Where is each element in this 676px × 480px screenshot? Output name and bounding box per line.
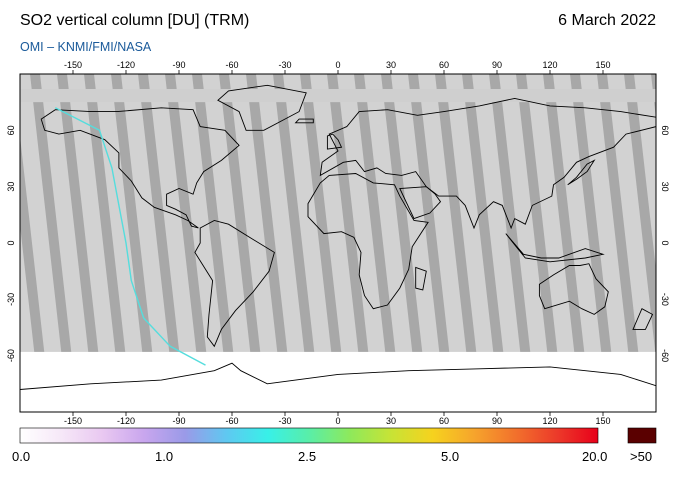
lon-label-top: 120 — [542, 60, 557, 70]
lat-label-right: -60 — [660, 349, 670, 362]
lon-label-bottom: -150 — [64, 416, 82, 426]
colorbar-label-0: 0.0 — [12, 449, 31, 464]
coastline-japan — [567, 159, 596, 186]
coastline-iceland — [294, 118, 314, 124]
orbit-swath — [121, 74, 176, 412]
orbit-swath — [229, 74, 284, 412]
lat-label-left: 60 — [6, 125, 16, 135]
lat-label-left: -30 — [6, 293, 16, 306]
continents — [20, 84, 656, 412]
lon-label-top: -150 — [64, 60, 82, 70]
lat-label-left: 30 — [6, 182, 16, 192]
coastline-arabia — [399, 186, 442, 220]
map-date: 6 March 2022 — [558, 12, 656, 29]
map-title: SO2 vertical column [DU] (TRM) — [20, 12, 250, 29]
lon-label-bottom: -90 — [172, 416, 185, 426]
coastline-antarctica — [20, 362, 656, 412]
lon-label-bottom: 150 — [595, 416, 610, 426]
colorbar — [19, 427, 657, 444]
coastline-europe-asia — [319, 97, 656, 230]
lon-label-bottom: 60 — [439, 416, 449, 426]
orbit-swath — [337, 74, 392, 412]
orbit-swath — [445, 74, 500, 412]
orbit-swath — [94, 74, 149, 412]
coastline-new-zealand — [632, 308, 654, 330]
coastline-madagascar — [415, 266, 427, 291]
coastline-indonesia — [505, 233, 605, 263]
coastline-south-america — [194, 220, 275, 348]
colorbar-label-2: 2.5 — [298, 449, 317, 464]
orbit-swath — [40, 74, 95, 412]
colorbar-label-4: 20.0 — [582, 449, 608, 464]
orbit-swath — [202, 74, 257, 412]
orbit-swath — [364, 74, 419, 412]
orbit-swath — [580, 74, 635, 412]
orbit-swath — [499, 74, 554, 412]
orbit-swath — [20, 74, 68, 412]
orbit-swath — [526, 74, 581, 412]
lon-label-top: -90 — [172, 60, 185, 70]
lat-label-left: -60 — [6, 349, 16, 362]
map-area — [20, 74, 656, 412]
lat-label-right: 30 — [660, 182, 670, 192]
lat-label-right: 0 — [660, 240, 670, 245]
orbit-swaths — [20, 74, 656, 412]
data-coverage — [20, 89, 656, 412]
lon-label-bottom: -60 — [225, 416, 238, 426]
orbit-swath — [553, 74, 608, 412]
colorbar-label-1: 1.0 — [155, 449, 174, 464]
lon-label-bottom: 120 — [542, 416, 557, 426]
coastline-uk — [326, 133, 343, 150]
map-ticks: -150 -150 -120 -120 -90 -90 -60 -60 -30 -30 0 0 30 30… — [6, 60, 670, 426]
lon-label-top: 60 — [439, 60, 449, 70]
lat-label-left: 0 — [6, 240, 16, 245]
orbit-swath — [391, 74, 446, 412]
orbit-swath — [418, 74, 473, 412]
colorbar-scale — [19, 427, 599, 444]
lat-label-right: 60 — [660, 125, 670, 135]
trajectory-line — [54, 107, 206, 366]
lon-label-top: 150 — [595, 60, 610, 70]
lon-label-bottom: 90 — [492, 416, 502, 426]
orbit-swath — [472, 74, 527, 412]
colorbar-label-3: 5.0 — [441, 449, 460, 464]
coastline-africa — [307, 173, 429, 310]
lat-label-right: -30 — [660, 293, 670, 306]
orbit-swath — [256, 74, 311, 412]
data-source: OMI – KNMI/FMI/NASA — [20, 40, 152, 54]
lon-label-top: 0 — [335, 60, 340, 70]
arctic-band — [20, 89, 656, 103]
lon-label-bottom: 30 — [386, 416, 396, 426]
lon-label-top: 30 — [386, 60, 396, 70]
coastline-greenland — [217, 84, 307, 131]
lon-label-bottom: -30 — [278, 416, 291, 426]
orbit-swath — [148, 74, 203, 412]
lon-label-bottom: -120 — [117, 416, 135, 426]
lon-label-top: -120 — [117, 60, 135, 70]
orbit-swath — [283, 74, 338, 412]
coastline-north-america — [40, 107, 240, 229]
orbit-swath — [310, 74, 365, 412]
orbit-swath — [607, 74, 656, 412]
colorbar-label-5: >50 — [630, 449, 653, 464]
lon-label-top: -60 — [225, 60, 238, 70]
orbit-swath — [67, 74, 122, 412]
lon-label-top: -30 — [278, 60, 291, 70]
lon-label-bottom: 0 — [335, 416, 340, 426]
coastline-australia — [538, 263, 609, 315]
colorbar-overflow — [627, 427, 657, 444]
orbit-swath — [634, 74, 656, 270]
orbit-swath — [175, 74, 230, 412]
lon-label-top: 90 — [492, 60, 502, 70]
